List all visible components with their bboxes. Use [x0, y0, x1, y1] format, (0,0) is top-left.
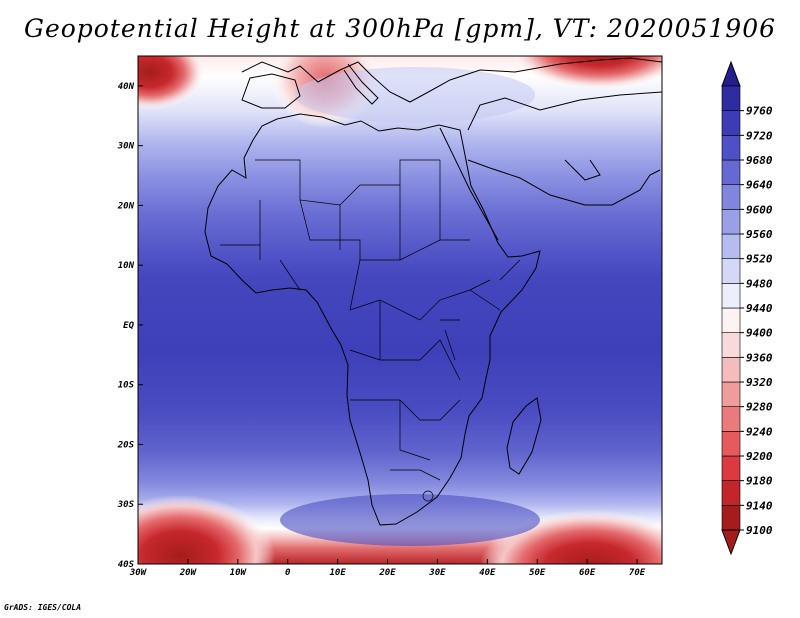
lat-tick-label: EQ — [123, 321, 134, 331]
lon-tick-label: 0 — [285, 568, 291, 578]
colorbar-label: 9720 — [746, 129, 773, 142]
lat-tick-label: 20N — [117, 201, 135, 211]
arabia — [467, 159, 661, 206]
colorbar-swatch — [721, 480, 741, 506]
lat-tick-label: 40N — [118, 82, 135, 92]
arabian-coast — [467, 91, 662, 131]
map-title: Geopotential Height at 300hPa [gpm], VT:… — [23, 14, 777, 43]
colorbar-swatch — [721, 110, 741, 136]
madagascar — [506, 397, 542, 475]
colorbar-swatch — [721, 85, 741, 111]
africa-coastline — [204, 113, 541, 526]
red-sea — [439, 127, 499, 241]
colorbar-label: 9520 — [746, 253, 773, 266]
colorbar-swatch — [721, 159, 741, 185]
lon-tick-label: 30E — [428, 568, 446, 578]
lon-tick-label: 70E — [629, 568, 646, 578]
colorbar-label: 9600 — [746, 203, 773, 216]
colorbar-swatch — [721, 209, 741, 235]
height-field — [138, 56, 662, 564]
lon-tick-label: 20E — [378, 568, 396, 578]
lat-tick-label: 30S — [117, 500, 135, 510]
lon-tick-label: 30W — [129, 568, 148, 578]
colorbar-label: 9100 — [746, 524, 773, 537]
colorbar-label: 9640 — [746, 179, 773, 192]
lon-tick-label: 20W — [179, 568, 198, 578]
colorbar: 9100 9140 9180 9200 9240 9280 9320 9360 9400 9440… — [721, 60, 773, 556]
lat-tick-label: 40S — [118, 560, 135, 570]
colorbar-label: 9240 — [746, 425, 773, 438]
coastlines — [204, 57, 662, 526]
colorbar-swatch — [721, 233, 741, 259]
colorbar-swatch — [721, 283, 741, 309]
colorbar-label: 9560 — [746, 228, 773, 241]
lon-tick-label: 10W — [230, 568, 248, 578]
longitude-axis: 30W 20W 10W 0 10E 20E 30E 40E 50E 60E 70E — [129, 559, 646, 578]
lon-tick-label: 10E — [329, 568, 346, 578]
colorbar-label: 9360 — [746, 351, 773, 364]
colorbar-label: 9200 — [746, 450, 773, 463]
persian-gulf — [564, 159, 601, 181]
plot-frame — [137, 55, 663, 565]
colorbar-swatch — [721, 455, 741, 481]
colorbar-swatch — [721, 431, 741, 457]
colorbar-min-arrow — [721, 529, 741, 556]
colorbar-max-arrow — [721, 60, 741, 87]
latitude-axis: 40N 30N 20N 10N EQ 10S 20S 30S 40S — [117, 82, 143, 570]
colorbar-swatch — [721, 357, 741, 383]
lon-tick-label: 50E — [529, 568, 546, 578]
colorbar-swatch — [721, 505, 741, 531]
colorbar-label: 9180 — [746, 475, 773, 488]
colorbar-swatch — [721, 381, 741, 407]
lat-tick-label: 10N — [118, 261, 135, 271]
lat-tick-label: 10S — [118, 381, 135, 391]
colorbar-swatch — [721, 307, 741, 333]
lat-tick-label: 20S — [117, 440, 135, 450]
colorbar-label: 9400 — [746, 327, 773, 340]
colorbar-swatch — [721, 406, 741, 432]
colorbar-label: 9140 — [746, 499, 773, 512]
colorbar-swatch — [721, 184, 741, 210]
credit-label: GrADS: IGES/COLA — [4, 603, 82, 612]
lon-tick-label: 40E — [479, 568, 496, 578]
colorbar-label: 9440 — [746, 302, 773, 315]
colorbar-label: 9280 — [746, 401, 773, 414]
colorbar-label: 9680 — [746, 154, 773, 167]
colorbar-swatch — [721, 135, 741, 161]
colorbar-swatch — [721, 332, 741, 358]
colorbar-label: 9760 — [746, 105, 773, 118]
europe-coast — [241, 57, 662, 103]
colorbar-label: 9320 — [746, 376, 773, 389]
lat-tick-label: 30N — [117, 142, 135, 152]
country-borders — [220, 159, 521, 502]
colorbar-label: 9480 — [746, 277, 773, 290]
italy — [343, 63, 379, 105]
colorbar-swatch — [721, 258, 741, 284]
map-figure: 30W 20W 10W 0 10E 20E 30E 40E 50E 60E 70E 40N 30N 20… — [117, 55, 773, 578]
iberia — [241, 73, 301, 109]
lon-tick-label: 60E — [579, 568, 596, 578]
